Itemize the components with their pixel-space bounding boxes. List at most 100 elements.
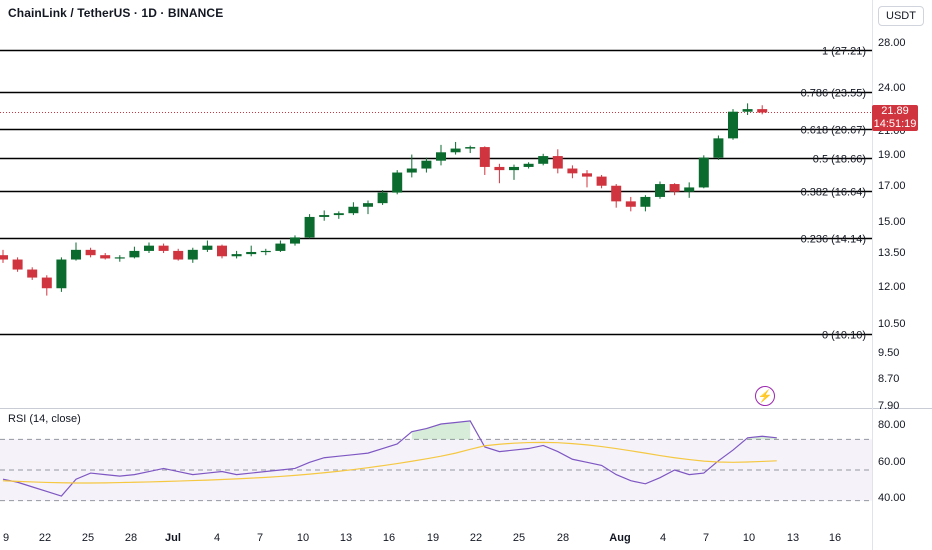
candle-body: [275, 243, 286, 251]
time-axis: 9 22 25 28 Jul 4 7 10 13 16 19 22 25 28 Aug 4 7 10 13 16: [3, 532, 841, 544]
candle-body: [436, 152, 446, 161]
candle-body: [12, 259, 23, 270]
time-tick-label: 10: [743, 532, 755, 544]
candle-body: [85, 249, 96, 256]
time-tick-label: 7: [257, 532, 263, 544]
time-tick-label: 9: [3, 532, 9, 544]
time-tick-label: 25: [82, 532, 94, 544]
candle-body: [669, 184, 680, 192]
price-tick-label: 9.50: [878, 347, 899, 359]
candle-body: [625, 201, 636, 207]
price-tick-label: 28.00: [878, 37, 906, 49]
candle-body: [217, 245, 227, 257]
fib-level-label: 0.236 (14.14): [801, 234, 866, 246]
quote-currency-button[interactable]: USDT: [878, 6, 924, 26]
candle-body: [56, 259, 67, 289]
candle-body: [494, 166, 505, 171]
candle-body: [713, 138, 724, 158]
rsi-tick-label: 60.00: [878, 456, 906, 468]
fib-level-label: 0.618 (20.67): [801, 125, 866, 137]
candle-body: [523, 163, 534, 167]
candle-body: [757, 109, 768, 113]
candle-body: [348, 206, 359, 214]
candle-body: [158, 245, 169, 251]
time-tick-label: 28: [557, 532, 569, 544]
candle-body: [304, 216, 315, 238]
fib-level-label: 0.786 (23.55): [801, 88, 866, 100]
rsi-tick-label: 80.00: [878, 419, 906, 431]
candle-body: [246, 251, 257, 255]
candle-body: [465, 147, 476, 149]
candle-body: [71, 249, 81, 260]
candle-body: [260, 250, 271, 253]
last-price-badge: 21.89 14:51:19: [872, 105, 918, 131]
price-tick-label: 17.00: [878, 180, 906, 192]
candle-body: [41, 277, 52, 289]
candles: [0, 103, 768, 296]
candle-body: [640, 196, 651, 207]
candle-body: [377, 192, 388, 204]
candle-body: [684, 187, 695, 192]
candle-body: [173, 250, 184, 260]
candle-body: [596, 176, 607, 186]
price-tick-label: 12.00: [878, 281, 906, 293]
fib-levels: 1 (27.21) 0.786 (23.55) 0.618 (20.67) 0.5 (…: [0, 46, 872, 342]
candle-body: [406, 168, 417, 173]
time-tick-label: 16: [829, 532, 841, 544]
candle-body: [742, 109, 753, 112]
candle-body: [27, 269, 38, 278]
time-tick-label: 25: [513, 532, 525, 544]
time-tick-label: 7: [703, 532, 709, 544]
time-tick-label: Jul: [165, 532, 181, 544]
candle-body: [363, 203, 373, 207]
bar-countdown: 14:51:19: [873, 118, 917, 130]
fib-level-label: 1 (27.21): [822, 46, 866, 58]
candle-body: [100, 255, 111, 259]
candle-body: [552, 156, 563, 169]
time-tick-label: 4: [214, 532, 220, 544]
fib-level-label: 0.382 (16.64): [801, 187, 866, 199]
candle-body: [450, 148, 461, 153]
chart-title: ChainLink / TetherUS · 1D · BINANCE: [8, 6, 224, 20]
time-tick-label: 13: [787, 532, 799, 544]
fib-level-label: 0 (10.10): [822, 330, 866, 342]
price-tick-label: 24.00: [878, 82, 906, 94]
candle-body: [231, 254, 242, 257]
candle-body: [290, 237, 300, 244]
candle-body: [611, 185, 622, 202]
candle-body: [202, 245, 213, 250]
candle-body: [728, 111, 738, 139]
price-tick-label: 10.50: [878, 318, 906, 330]
rsi-title: RSI (14, close): [8, 413, 81, 425]
price-tick-label: 15.00: [878, 216, 906, 228]
candle-body: [567, 168, 578, 174]
candle-body: [479, 147, 490, 167]
candle-body: [333, 213, 344, 216]
candle-body: [421, 160, 432, 169]
rsi-ma-line: [2, 441, 777, 484]
price-tick-label: 7.90: [878, 400, 899, 412]
time-tick-label: Aug: [609, 532, 630, 544]
candle-body: [655, 184, 665, 197]
time-tick-label: 10: [297, 532, 309, 544]
price-tick-label: 19.00: [878, 149, 906, 161]
time-tick-label: 22: [39, 532, 51, 544]
candle-body: [582, 173, 592, 177]
candle-body: [319, 215, 330, 217]
candle-body: [698, 157, 709, 188]
candle-body: [114, 257, 125, 259]
time-tick-label: 13: [340, 532, 352, 544]
time-tick-label: 22: [470, 532, 482, 544]
candle-body: [129, 250, 140, 258]
time-tick-label: 4: [660, 532, 666, 544]
lightning-bolt-icon[interactable]: ⚡: [755, 386, 775, 406]
price-axis: 28.0024.0021.0019.0017.0015.0013.5012.00…: [878, 37, 906, 412]
time-tick-label: 19: [427, 532, 439, 544]
last-price: 21.89: [881, 105, 909, 117]
candle-body: [538, 156, 549, 164]
time-tick-label: 28: [125, 532, 137, 544]
price-tick-label: 13.50: [878, 247, 906, 259]
candle-body: [509, 166, 519, 171]
